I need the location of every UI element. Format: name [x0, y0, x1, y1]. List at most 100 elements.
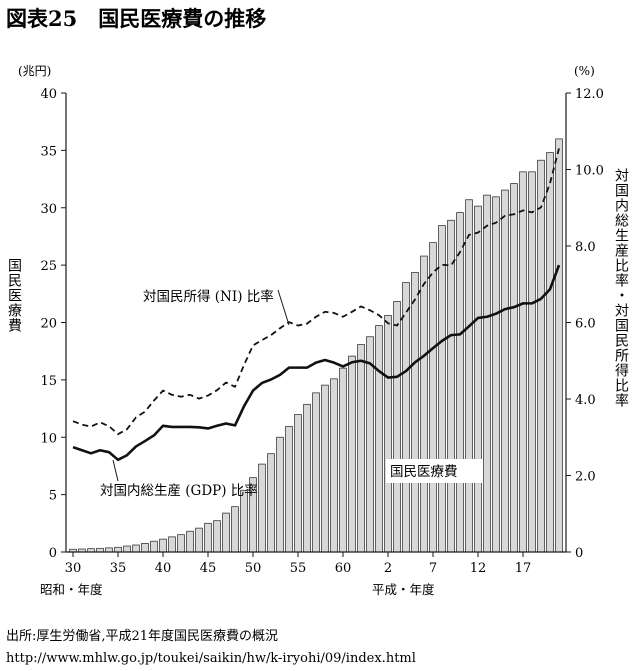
right-tick-label: 2.0	[575, 470, 596, 485]
bar-1976	[258, 463, 266, 553]
left-tick-label: 15	[40, 374, 57, 389]
bar-2005	[519, 171, 527, 553]
bar-2008	[546, 152, 554, 553]
bar-1970	[204, 522, 212, 553]
right-axis-unit: (%)	[574, 64, 595, 78]
bar-1966	[168, 536, 176, 553]
bar-1990	[384, 315, 392, 553]
right-tick-label: 0	[575, 546, 583, 561]
left-tick-label: 5	[49, 489, 57, 504]
source-citation: 出所:厚生労働省,平成21年度国民医療費の概況	[6, 628, 278, 644]
bar-2004	[510, 183, 518, 553]
x-tick-label: 45	[200, 561, 217, 576]
x-tick-label: 60	[335, 561, 352, 576]
annotation-ni: 対国民所得 (NI) 比率	[143, 288, 290, 326]
left-tick-label: 30	[40, 202, 57, 217]
source-url: http://www.mhlw.go.jp/toukei/saikin/hw/k…	[6, 651, 416, 666]
bar-1959	[105, 547, 113, 553]
bar-2002	[492, 196, 500, 553]
era-label-showa: 昭和・年度	[40, 582, 103, 597]
bar-1986	[348, 355, 356, 553]
bar-2003	[501, 189, 509, 553]
bar-1988	[366, 336, 374, 553]
bar-1981	[303, 403, 311, 553]
bar-2009	[555, 138, 563, 553]
annotation-bars: 国民医療費	[386, 459, 482, 483]
bar-1994	[420, 255, 428, 553]
right-tick-label: 10.0	[575, 164, 604, 179]
left-tick-label: 40	[40, 87, 57, 102]
bar-1991	[393, 301, 401, 553]
bar-1962	[132, 544, 140, 553]
annotation-gdp-leader	[112, 459, 119, 482]
bar-1999	[465, 199, 473, 553]
left-axis-unit: (兆円)	[18, 64, 51, 78]
left-tick-label: 25	[40, 259, 57, 274]
bar-1961	[123, 545, 131, 553]
bar-2000	[474, 205, 482, 553]
annotation-ni-label: 対国民所得 (NI) 比率	[143, 288, 274, 305]
x-tick-label: 35	[110, 561, 127, 576]
annotation-gdp: 対国内総生産 (GDP) 比率	[100, 459, 258, 499]
x-tick-label: 7	[429, 561, 437, 576]
x-tick-label: 55	[290, 561, 307, 576]
x-tick-label: 40	[155, 561, 172, 576]
bar-2001	[483, 194, 491, 553]
annotation-bars-box	[386, 459, 482, 483]
left-axis-title: 国民医療費	[6, 258, 22, 333]
bar-1989	[375, 325, 383, 553]
bar-1992	[402, 282, 410, 553]
bar-1997	[447, 219, 455, 553]
bar-1984	[330, 378, 338, 553]
right-axis-title: 対国内総生産比率・対国民所得比率	[613, 168, 629, 408]
bar-1977	[267, 453, 275, 553]
bar-2006	[528, 171, 536, 553]
bar-1987	[357, 344, 365, 553]
bar-1972	[222, 512, 230, 553]
series-line-ni-ratio	[72, 148, 560, 436]
bar-1982	[312, 392, 320, 553]
x-tick-label: 30	[65, 561, 82, 576]
bar-1973	[231, 506, 239, 553]
bar-1983	[321, 384, 329, 553]
x-tick-label: 17	[515, 561, 532, 576]
right-tick-label: 4.0	[575, 393, 596, 408]
bar-1963	[141, 542, 149, 553]
chart-title: 図表25 国民医療費の推移	[6, 6, 266, 31]
lines-layer	[72, 148, 561, 462]
right-tick-label: 12.0	[575, 87, 604, 102]
bar-1996	[438, 225, 446, 553]
bar-1968	[186, 530, 194, 553]
bar-1985	[339, 367, 347, 553]
bar-1971	[213, 520, 221, 553]
bar-1995	[429, 242, 437, 553]
annotation-bars-label: 国民医療費	[390, 463, 458, 480]
bar-1964	[150, 540, 158, 553]
x-tick-label: 2	[384, 561, 392, 576]
bar-1960	[114, 546, 122, 553]
left-tick-label: 0	[49, 546, 57, 561]
bar-1993	[411, 272, 419, 553]
right-tick-label: 8.0	[575, 240, 596, 255]
left-tick-label: 20	[40, 317, 57, 332]
bar-2007	[537, 159, 545, 553]
bars-layer	[69, 138, 563, 553]
bar-1998	[456, 212, 464, 553]
ticks-layer: 0 5 10 15 20 25 30 35 40 0 2.0 4.0 6.0 8.0 10.0 12.0 30 3…	[40, 87, 604, 576]
left-tick-label: 35	[40, 144, 57, 159]
x-tick-label: 50	[245, 561, 262, 576]
right-tick-label: 6.0	[575, 317, 596, 332]
bar-1974	[240, 489, 248, 553]
bar-1978	[276, 436, 284, 553]
bar-1967	[177, 534, 185, 553]
bar-1979	[285, 425, 293, 553]
era-label-heisei: 平成・年度	[372, 582, 435, 597]
annotation-gdp-label: 対国内総生産 (GDP) 比率	[100, 482, 258, 499]
bar-1969	[195, 527, 203, 553]
x-tick-label: 12	[470, 561, 487, 576]
bar-1965	[159, 538, 167, 553]
bar-1980	[294, 414, 302, 553]
series-line-gdp-ratio	[72, 264, 561, 462]
annotation-ni-leader	[277, 289, 290, 326]
